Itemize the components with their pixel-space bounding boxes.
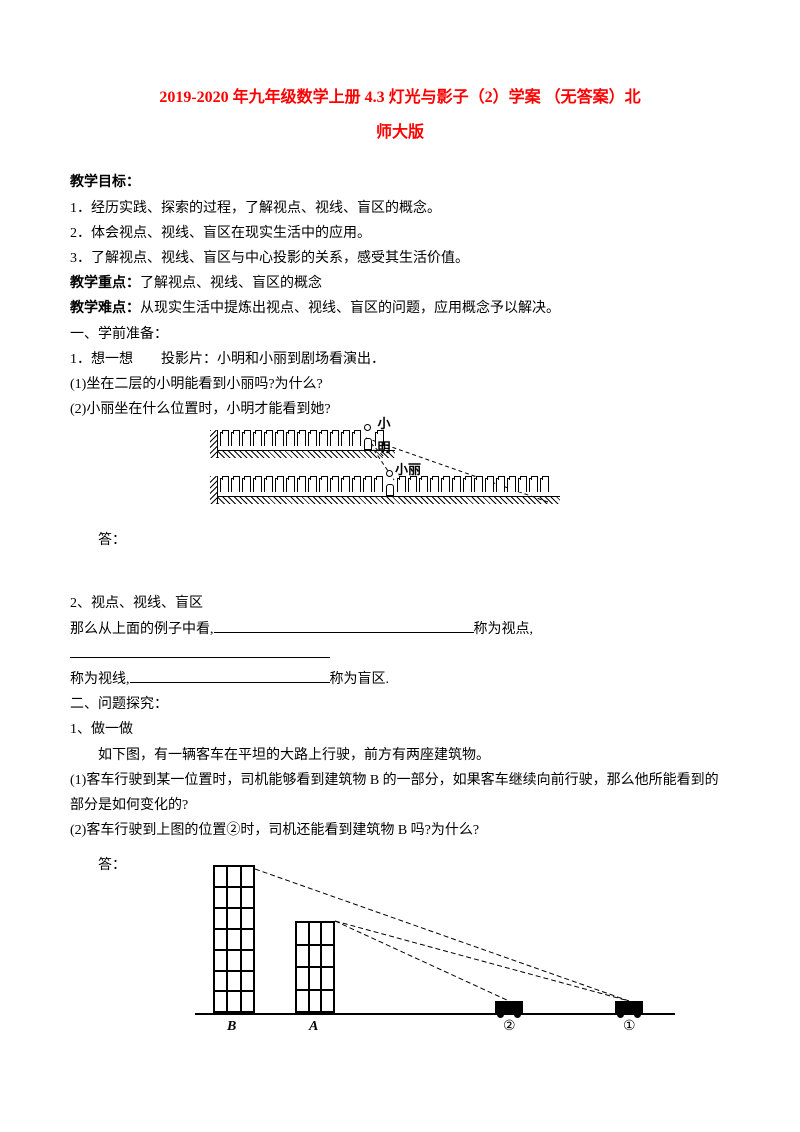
ground-line [195, 1013, 675, 1015]
goal-1: 1．经历实践、探索的过程，了解视点、视线、盲区的概念。 [70, 196, 730, 221]
sec1-item2: 2、视点、视线、盲区 [70, 591, 730, 616]
person-li [385, 478, 395, 496]
answer-1: 答： [70, 528, 730, 553]
person-ming [363, 432, 373, 450]
blank-viewpoint [214, 619, 474, 633]
figure-buildings: B A ② ① [195, 859, 675, 1039]
label-pos2: ② [503, 1014, 516, 1039]
difficulty-text: 从现实生活中提炼出视点、视线、盲区的问题，应用概念予以解决。 [140, 301, 560, 316]
label-goal: 教学目标： [70, 175, 140, 190]
title-line-1: 2019-2020 年九年级数学上册 4.3 灯光与影子（2）学案 （无答案）北 [70, 80, 730, 115]
sec2-q1: (1)客车行驶到某一位置时，司机能够看到建筑物 B 的一部分，如果客车继续向前行… [70, 768, 730, 818]
sec1-header: 一、学前准备： [70, 322, 730, 347]
label-pos1: ① [623, 1014, 636, 1039]
label-difficulty: 教学难点： [70, 301, 140, 316]
figure-theater: 小明小丽 [70, 430, 730, 520]
title-line-2: 师大版 [70, 115, 730, 150]
vehicle-2 [495, 1001, 523, 1013]
blank-blindzone [130, 669, 330, 683]
label-li: 小丽 [395, 458, 421, 481]
goal-3: 3．了解视点、视线、盲区与中心投影的关系，感受其生活价值。 [70, 246, 730, 271]
label-keypoint: 教学重点： [70, 276, 140, 291]
label-ming: 小明 [373, 412, 395, 459]
vehicle-1 [615, 1001, 643, 1013]
sec1-q1: (1)坐在二层的小明能看到小丽吗?为什么? [70, 372, 730, 397]
label-b: B [227, 1014, 236, 1039]
sec2-intro: 如下图，有一辆客车在平坦的大路上行驶，前方有两座建筑物。 [70, 743, 730, 768]
sec2-header: 二、问题探究： [70, 692, 730, 717]
fill-line-2: 称为视线,称为盲区. [70, 667, 730, 692]
sec1-q2: (2)小丽坐在什么位置时，小明才能看到她? [70, 397, 730, 422]
building-a [295, 921, 335, 1013]
answer-2: 答： [70, 853, 130, 878]
sec2-item1: 1、做一做 [70, 717, 730, 742]
goal-2: 2．体会视点、视线、盲区在现实生活中的应用。 [70, 221, 730, 246]
sec1-item1: 1．想一想 投影片：小明和小丽到剧场看演出． [70, 347, 730, 372]
building-b [213, 865, 255, 1013]
fill-line-1: 那么从上面的例子中看,称为视点, [70, 617, 730, 667]
sec2-q2: (2)客车行驶到上图的位置②时，司机还能看到建筑物 B 吗?为什么? [70, 818, 730, 843]
keypoint-text: 了解视点、视线、盲区的概念 [140, 276, 322, 291]
blank-sightline-start [70, 644, 330, 658]
label-a: A [309, 1014, 318, 1039]
